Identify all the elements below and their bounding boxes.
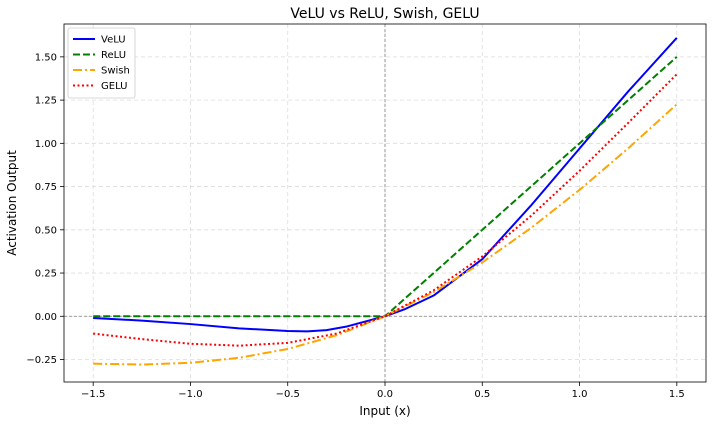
x-tick-label: −0.5 bbox=[276, 389, 300, 400]
series-layer bbox=[93, 37, 678, 366]
legend: VeLU ReLU Swish GELU bbox=[67, 27, 136, 99]
x-axis-label: Input (x) bbox=[359, 404, 410, 418]
x-tick-label: −1.0 bbox=[178, 389, 202, 400]
x-axis-ticks: −1.5 −1.0 −0.5 0.0 0.5 1.0 1.5 bbox=[81, 382, 685, 400]
x-tick-label: −1.5 bbox=[81, 389, 105, 400]
legend-label-velu: VeLU bbox=[101, 35, 126, 46]
x-tick-label: 1.5 bbox=[669, 389, 685, 400]
y-tick-label: −0.25 bbox=[26, 355, 57, 366]
series-line-swish bbox=[93, 103, 678, 366]
x-tick-label: 1.0 bbox=[572, 389, 588, 400]
y-tick-label: 1.00 bbox=[35, 139, 57, 150]
series-line-relu bbox=[93, 56, 678, 318]
x-tick-label: 0.5 bbox=[474, 389, 490, 400]
y-tick-label: 1.25 bbox=[35, 96, 57, 107]
x-tick-label: 0.0 bbox=[377, 389, 393, 400]
legend-label-swish: Swish bbox=[101, 66, 130, 77]
y-tick-label: 0.00 bbox=[35, 312, 57, 323]
y-tick-label: 0.25 bbox=[35, 269, 57, 280]
y-axis-ticks: −0.25 0.00 0.25 0.50 0.75 1.00 1.25 1.50 bbox=[26, 52, 64, 366]
legend-box bbox=[67, 27, 136, 99]
y-tick-label: 1.50 bbox=[35, 52, 57, 63]
series-line-gelu bbox=[93, 73, 678, 347]
legend-label-gelu: GELU bbox=[101, 81, 127, 92]
chart-title: VeLU vs ReLU, Swish, GELU bbox=[290, 6, 479, 22]
y-tick-label: 0.50 bbox=[35, 225, 57, 236]
series-line-velu bbox=[93, 37, 678, 333]
y-tick-label: 0.75 bbox=[35, 182, 57, 193]
legend-label-relu: ReLU bbox=[101, 50, 126, 61]
y-axis-label: Activation Output bbox=[5, 150, 19, 256]
